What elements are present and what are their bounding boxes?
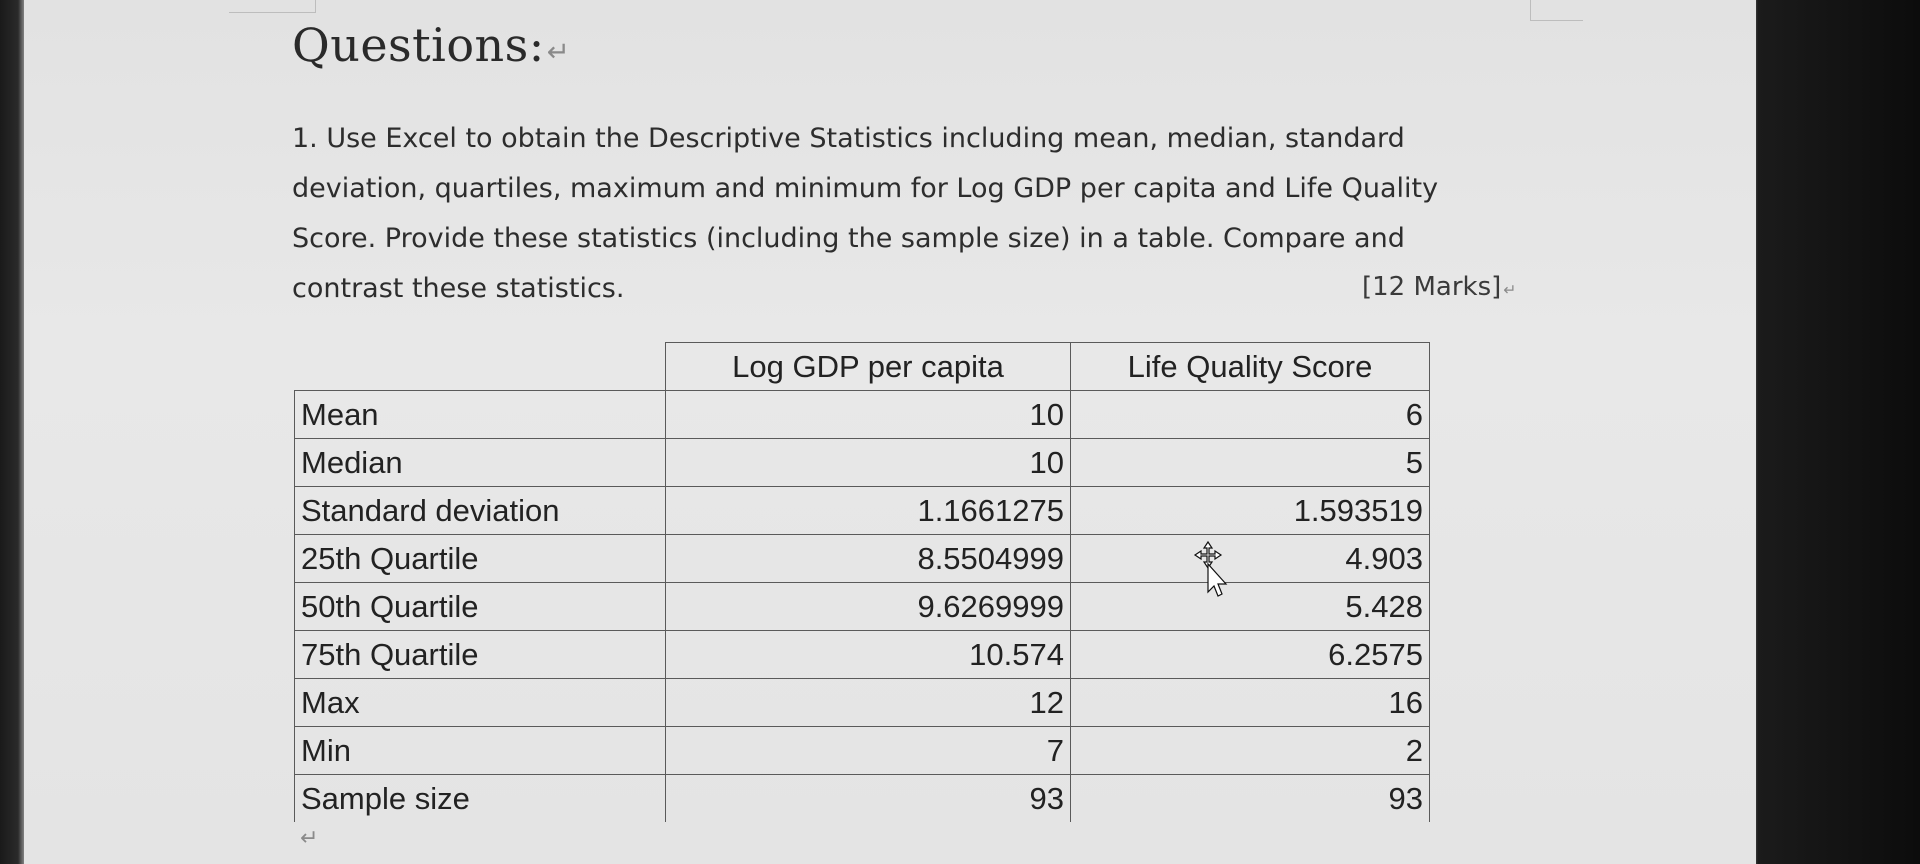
move-cursor-icon (1193, 540, 1228, 597)
gdp-cell[interactable]: 10.574 (665, 630, 1071, 679)
gdp-cell[interactable]: 12 (665, 678, 1071, 727)
row-label[interactable]: 25th Quartile (294, 534, 666, 583)
descriptive-statistics-table[interactable]: Log GDP per capita Life Quality Score Me… (294, 342, 1430, 822)
paragraph-mark-icon: ↵ (546, 35, 571, 68)
lqs-cell[interactable]: 6.2575 (1070, 630, 1430, 679)
table-row: Median 10 5 (294, 438, 1430, 487)
document-heading: Questions:↵ (292, 18, 570, 72)
header-log-gdp[interactable]: Log GDP per capita (665, 342, 1071, 391)
lqs-cell[interactable]: 5 (1070, 438, 1430, 487)
table-row: Min 7 2 (294, 726, 1430, 775)
row-label[interactable]: 50th Quartile (294, 582, 666, 631)
table-corner-cell[interactable] (294, 342, 666, 391)
lqs-cell[interactable]: 6 (1070, 390, 1430, 439)
row-label[interactable]: Min (294, 726, 666, 775)
gdp-cell[interactable]: 10 (665, 390, 1071, 439)
lqs-cell[interactable]: 1.593519 (1070, 486, 1430, 535)
question-line: deviation, quartiles, maximum and minimu… (292, 173, 1439, 204)
question-paragraph: 1. Use Excel to obtain the Descriptive S… (292, 114, 1512, 314)
margin-crop-mark (1530, 0, 1583, 21)
lqs-cell[interactable]: 4.903 (1070, 534, 1430, 583)
row-label[interactable]: Median (294, 438, 666, 487)
row-label[interactable]: 75th Quartile (294, 630, 666, 679)
row-label[interactable]: Max (294, 678, 666, 727)
row-label[interactable]: Mean (294, 390, 666, 439)
row-label[interactable]: Standard deviation (294, 486, 666, 535)
heading-text: Questions: (292, 18, 545, 72)
marks-label: [12 Marks] ↵ (1362, 272, 1516, 302)
question-line: 1. Use Excel to obtain the Descriptive S… (292, 123, 1405, 154)
table-row: 25th Quartile 8.5504999 4.903 (294, 534, 1430, 583)
marks-text: [12 Marks] (1362, 272, 1502, 302)
table-row: Max 12 16 (294, 678, 1430, 727)
gdp-cell[interactable]: 7 (665, 726, 1071, 775)
header-life-quality-score[interactable]: Life Quality Score (1070, 342, 1430, 391)
margin-crop-mark (229, 0, 316, 13)
question-line: Score. Provide these statistics (includi… (292, 223, 1405, 254)
table-row: Sample size 93 93 (294, 774, 1430, 822)
table-row: Standard deviation 1.1661275 1.593519 (294, 486, 1430, 535)
table-row: 50th Quartile 9.6269999 5.428 (294, 582, 1430, 631)
paragraph-mark-icon: ↵ (300, 826, 319, 851)
gdp-cell[interactable]: 9.6269999 (665, 582, 1071, 631)
gdp-cell[interactable]: 93 (665, 774, 1071, 822)
table-row: 75th Quartile 10.574 6.2575 (294, 630, 1430, 679)
lqs-cell[interactable]: 16 (1070, 678, 1430, 727)
table-row: Mean 10 6 (294, 390, 1430, 439)
lqs-cell[interactable]: 93 (1070, 774, 1430, 822)
table-header-row: Log GDP per capita Life Quality Score (294, 342, 1430, 391)
gdp-cell[interactable]: 1.1661275 (665, 486, 1071, 535)
paragraph-mark-icon: ↵ (1503, 281, 1517, 299)
gdp-cell[interactable]: 8.5504999 (665, 534, 1071, 583)
lqs-cell[interactable]: 5.428 (1070, 582, 1430, 631)
gdp-cell[interactable]: 10 (665, 438, 1071, 487)
lqs-cell[interactable]: 2 (1070, 726, 1430, 775)
question-line: contrast these statistics. (292, 273, 625, 304)
row-label[interactable]: Sample size (294, 774, 666, 822)
